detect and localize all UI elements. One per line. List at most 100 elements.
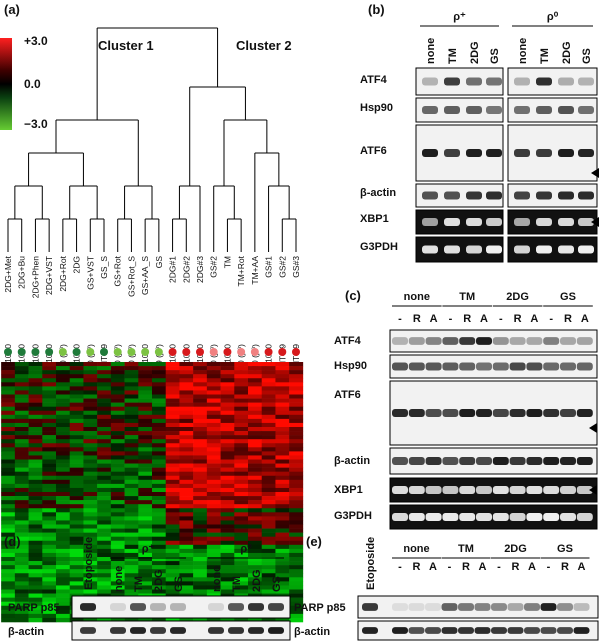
- heatmap-cell: [138, 382, 153, 387]
- heatmap-cell: [97, 386, 112, 391]
- heatmap-cell: [248, 532, 263, 537]
- heatmap-cell: [206, 524, 221, 529]
- heatmap-cell: [28, 601, 43, 607]
- heatmap-cell: [124, 512, 139, 517]
- heatmap-cell: [28, 418, 43, 424]
- heatmap-cell: [1, 540, 16, 546]
- heatmap-cell: [220, 504, 235, 509]
- heatmap-cell: [193, 528, 208, 533]
- heatmap-cell: [138, 386, 153, 391]
- heatmap-cell: [179, 467, 194, 472]
- heatmap-cell: [165, 487, 180, 493]
- heatmap-cell: [234, 463, 249, 468]
- heatmap-cell: [206, 479, 221, 485]
- heatmap-cell: [28, 565, 43, 570]
- cell-line-label: HT-1080: [17, 344, 27, 377]
- heatmap-cell: [165, 406, 180, 412]
- heatmap-cell: [83, 374, 98, 379]
- heatmap-cell: [152, 500, 167, 505]
- heatmap-cell: [97, 451, 112, 456]
- heatmap-cell: [248, 573, 263, 578]
- heatmap-cell: [124, 443, 139, 448]
- heatmap-cell: [152, 504, 167, 509]
- heatmap-cell: [234, 581, 249, 586]
- heatmap-cell: [234, 516, 249, 521]
- heatmap-cell: [28, 520, 43, 525]
- heatmap-cell: [261, 573, 276, 578]
- heatmap-cell: [179, 422, 194, 428]
- heatmap-cell: [1, 418, 16, 424]
- blot-band: [492, 409, 509, 417]
- heatmap-cell: [275, 382, 290, 387]
- heatmap-cell: [248, 483, 263, 489]
- heatmap-cell: [152, 516, 167, 521]
- heatmap-cell: [110, 548, 125, 554]
- heatmap-cell: [248, 366, 263, 371]
- heatmap-cell: [1, 487, 16, 493]
- heatmap-cell: [248, 492, 263, 497]
- heatmap-cell: [1, 605, 16, 611]
- heatmap-cell: [56, 565, 71, 570]
- heatmap-cell: [42, 459, 57, 464]
- heatmap-cell: [152, 463, 167, 468]
- heatmap-cell: [289, 366, 304, 371]
- heatmap-cell: [152, 386, 167, 391]
- heatmap-cell: [110, 532, 125, 537]
- heatmap-cell: [220, 431, 235, 436]
- heatmap-cell: [69, 414, 84, 420]
- heatmap-cell: [124, 552, 139, 558]
- blot-band: [170, 627, 186, 634]
- heatmap-cell: [193, 532, 208, 537]
- heatmap-cell: [124, 500, 139, 505]
- heatmap-cell: [110, 402, 125, 407]
- heatmap-cell: [56, 427, 71, 432]
- heatmap-cell: [248, 435, 263, 440]
- heatmap-cell: [289, 414, 304, 420]
- heatmap-cell: [165, 492, 180, 497]
- heatmap-cell: [152, 459, 167, 464]
- blot-band: [442, 362, 459, 371]
- heatmap-cell: [289, 463, 304, 468]
- heatmap-cell: [110, 487, 125, 493]
- heatmap-cell: [83, 455, 98, 460]
- heatmap-cell: [220, 540, 235, 546]
- heatmap-cell: [206, 439, 221, 444]
- heatmap-cell: [14, 459, 29, 464]
- heatmap-cell: [220, 439, 235, 444]
- heatmap-cell: [83, 406, 98, 412]
- heatmap-cell: [14, 366, 29, 371]
- heatmap-cell: [165, 386, 180, 391]
- heatmap-cell: [28, 467, 43, 472]
- heatmap-cell: [110, 366, 125, 371]
- heatmap-cell: [179, 496, 194, 501]
- heatmap-cell: [42, 427, 57, 432]
- heatmap-cell: [69, 366, 84, 371]
- heatmap-cell: [83, 366, 98, 371]
- heatmap-cell: [234, 455, 249, 460]
- heatmap-cell: [193, 447, 208, 452]
- heatmap-cell: [83, 463, 98, 468]
- heatmap-cell: [138, 467, 153, 472]
- heatmap-cell: [165, 370, 180, 375]
- heatmap-cell: [124, 561, 139, 566]
- heatmap-cell: [83, 504, 98, 509]
- heatmap-cell: [83, 475, 98, 481]
- heatmap-cell: [248, 528, 263, 533]
- heatmap-cell: [206, 492, 221, 497]
- heatmap-cell: [289, 487, 304, 493]
- heatmap-cell: [152, 479, 167, 485]
- blot-band: [507, 603, 524, 611]
- blot-band: [150, 603, 166, 611]
- heatmap-cell: [275, 390, 290, 395]
- heatmap-cell: [110, 362, 125, 367]
- condition-label: GS+Rot_S: [126, 256, 136, 297]
- heatmap-cell: [261, 390, 276, 395]
- heatmap-cell: [261, 455, 276, 460]
- heatmap-cell: [275, 552, 290, 558]
- heatmap-cell: [220, 402, 235, 407]
- heatmap-cell: [1, 573, 16, 578]
- heatmap-cell: [138, 561, 153, 566]
- condition-label: 2DG#3: [195, 256, 205, 283]
- heatmap-cell: [56, 597, 71, 602]
- heatmap-cell: [289, 593, 304, 598]
